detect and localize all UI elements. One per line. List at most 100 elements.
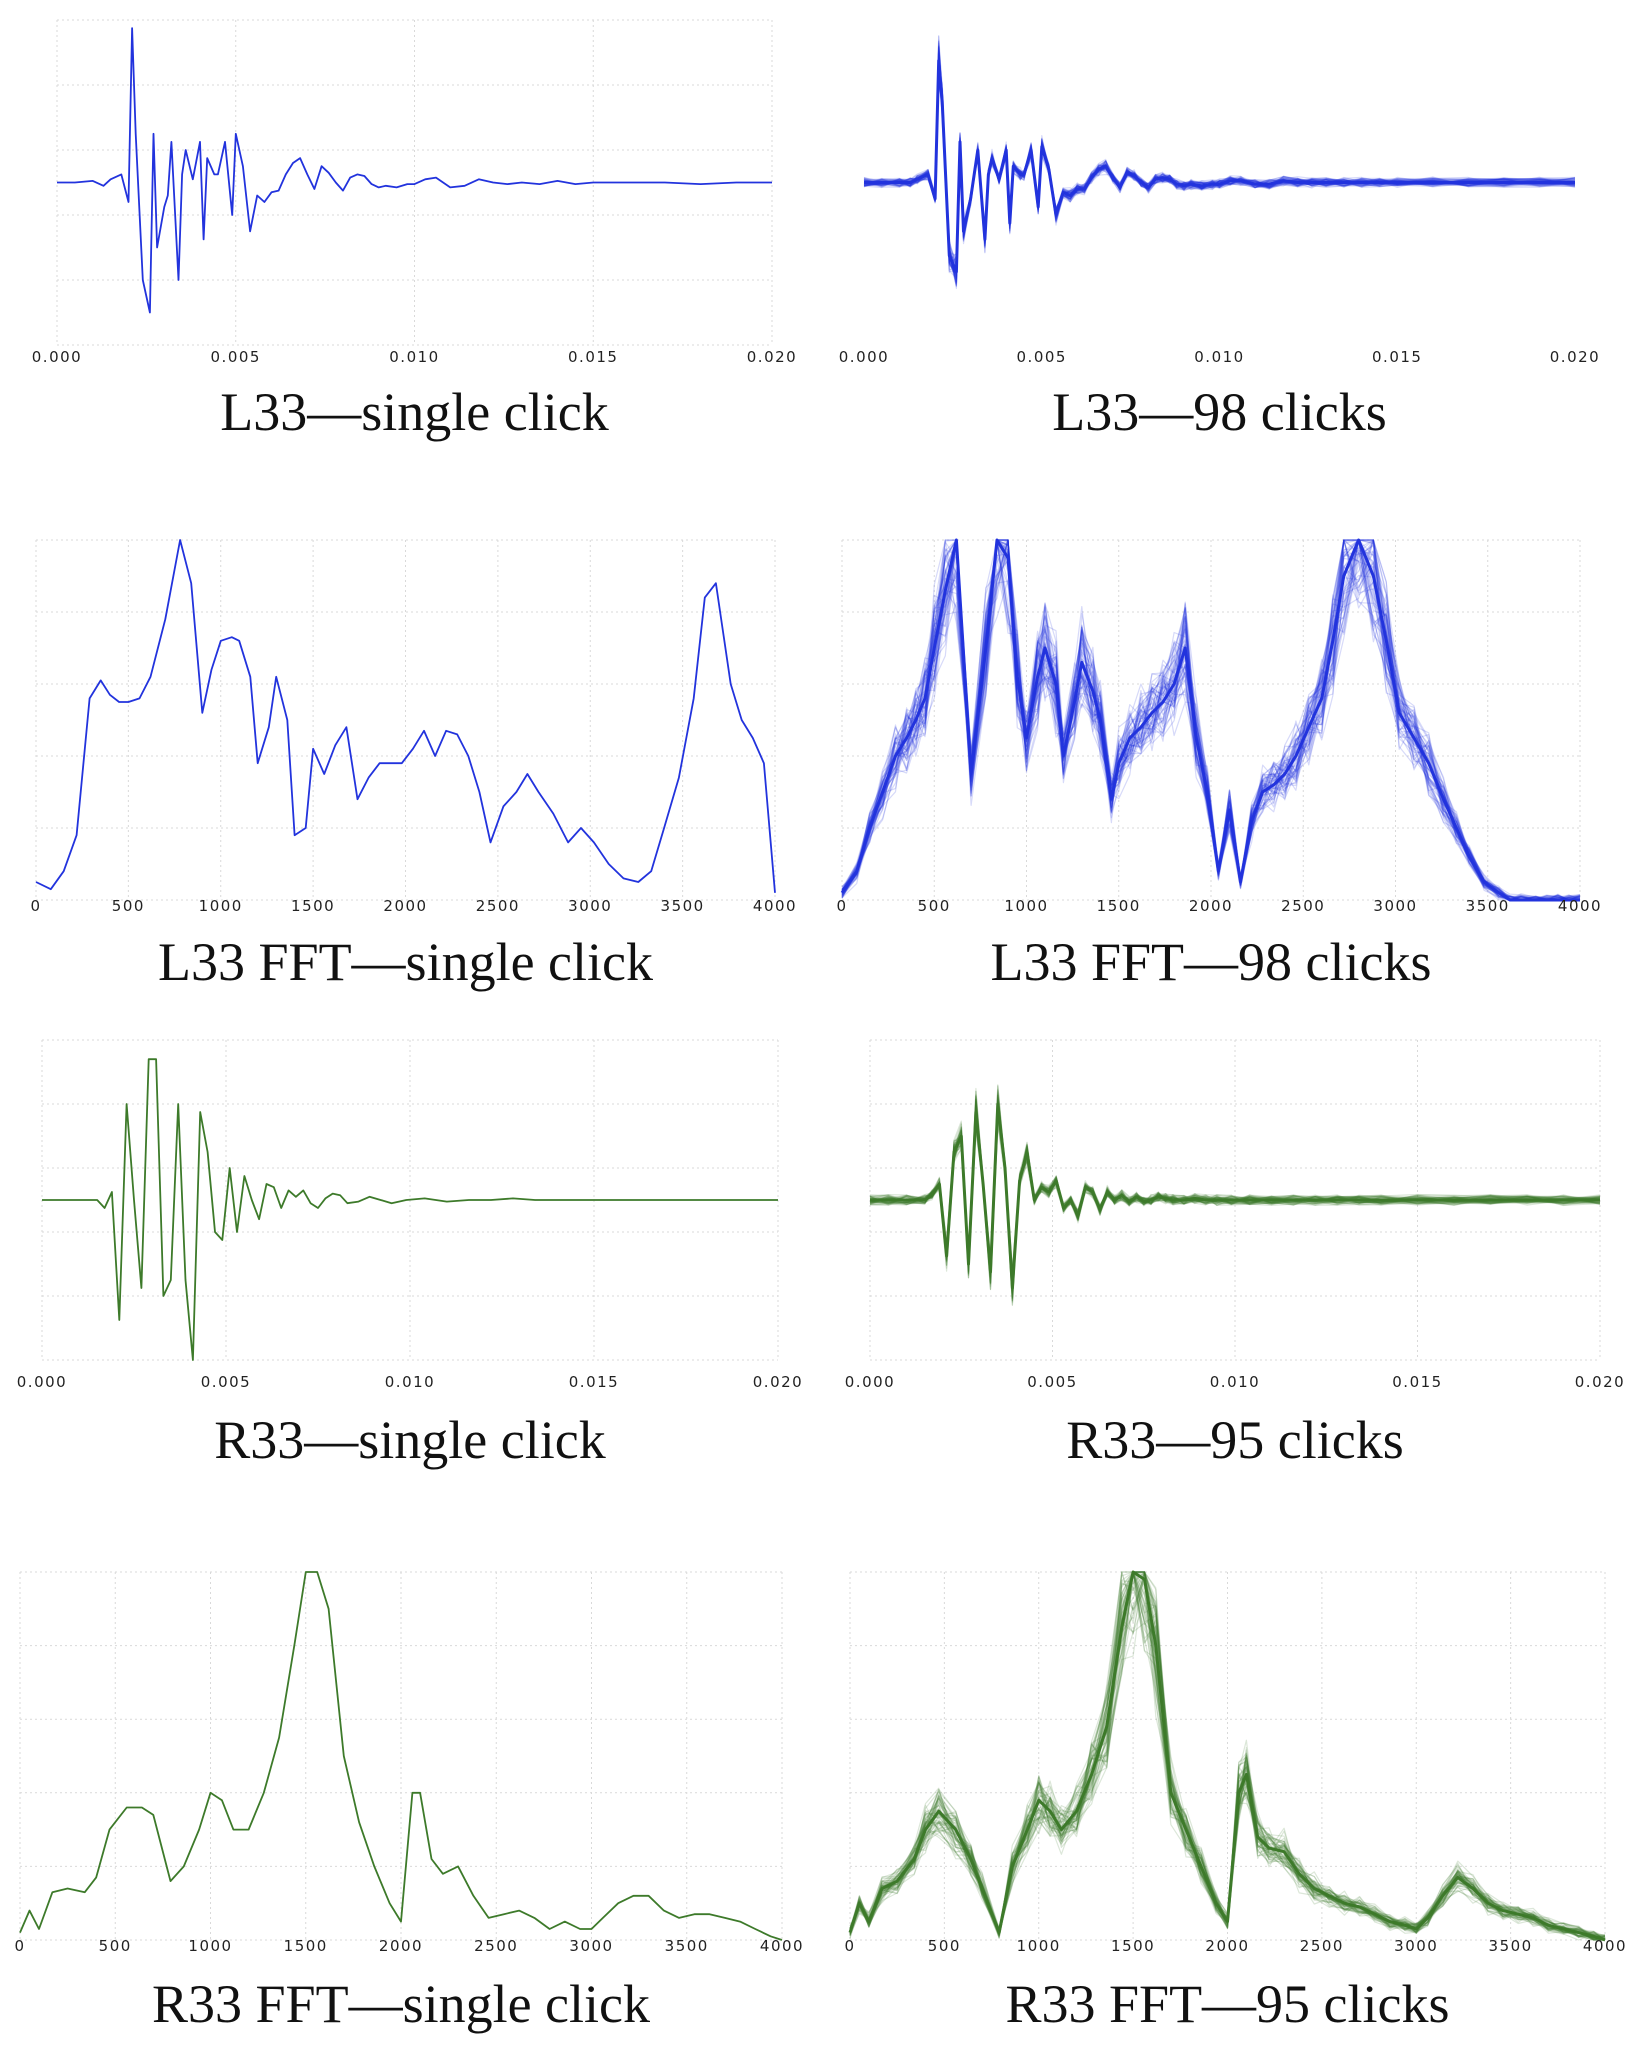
x-tick-label: 3000 [1373, 897, 1417, 915]
x-tick-label: 500 [918, 897, 951, 915]
x-tick-label: 0.020 [747, 348, 797, 366]
series-trace [863, 60, 1576, 279]
x-tick-label: 1500 [1097, 897, 1141, 915]
series-trace [849, 1571, 1606, 1939]
x-tick-label: 0 [836, 897, 847, 915]
chart-panel-1: 0.000 0.005 0.010 0.015 0.020 L33—single clic… [32, 19, 797, 442]
series-trace [863, 47, 1576, 280]
x-tick-label: 4000 [753, 897, 797, 915]
series-trace [863, 78, 1576, 259]
chart-panel-5: 0.000 0.005 0.010 0.015 0.020 R33—single clic… [17, 1039, 802, 1470]
x-tick-label: 0 [844, 1937, 855, 1955]
series-trace [863, 40, 1576, 264]
series-trace [863, 60, 1576, 259]
series-trace [863, 74, 1576, 276]
series-trace [863, 51, 1576, 274]
chart-panel-2: 0.000 0.005 0.010 0.015 0.020 L33—98 clicks [839, 35, 1600, 442]
series-trace [35, 539, 776, 893]
series-trace [863, 72, 1576, 262]
chart-panel-6: 0.000 0.005 0.010 0.015 0.020 R33—95 clicks [845, 1039, 1624, 1470]
x-tick-label: 2500 [1300, 1937, 1344, 1955]
x-tick-label: 0 [30, 897, 41, 915]
series-trace [849, 1571, 1605, 1941]
series-trace [863, 53, 1576, 287]
x-tick-label: 2000 [1189, 897, 1233, 915]
x-tick-label: 0.015 [568, 348, 618, 366]
series-trace [863, 75, 1576, 278]
series-trace [863, 67, 1576, 279]
series-mean-trace [870, 1102, 1600, 1290]
x-tick-label: 4000 [1583, 1937, 1627, 1955]
x-tick-label: 0.020 [1550, 348, 1600, 366]
x-tick-label: 1500 [284, 1937, 328, 1955]
series-trace [863, 76, 1576, 276]
x-tick-label: 4000 [1558, 897, 1602, 915]
panel-title: L33—98 clicks [1052, 382, 1386, 442]
series-trace [863, 68, 1576, 279]
x-tick-label: 3500 [665, 1937, 709, 1955]
panel-title: R33—95 clicks [1066, 1410, 1403, 1470]
series-trace [841, 539, 1581, 901]
series-trace [863, 65, 1576, 282]
x-tick-label: 0.000 [17, 1373, 67, 1391]
series-trace [863, 44, 1576, 266]
series-mean-trace [848, 1570, 1606, 1942]
series-trace [869, 1094, 1601, 1293]
series-trace [863, 73, 1576, 275]
series-trace [863, 71, 1576, 276]
x-tick-label: 1500 [1111, 1937, 1155, 1955]
x-tick-label: 0.015 [569, 1373, 619, 1391]
series-trace [863, 82, 1576, 262]
x-tick-label: 2500 [1281, 897, 1325, 915]
series-trace [841, 539, 1581, 901]
x-tick-label: 1000 [1017, 1937, 1061, 1955]
x-tick-label: 4000 [760, 1937, 804, 1955]
x-tick-label: 0.015 [1372, 348, 1422, 366]
series-trace [863, 79, 1576, 267]
series-trace [849, 1590, 1606, 1940]
chart-panel-3: 0 500 1000 1500 2000 2500 3000 3500 4000 L33 FFT—… [30, 539, 797, 992]
panel-title: R33 FFT—95 clicks [1005, 1974, 1449, 2034]
series-trace [849, 1571, 1606, 1938]
x-tick-label: 2500 [474, 1937, 518, 1955]
x-tick-label: 1000 [1004, 897, 1048, 915]
series-trace [863, 64, 1576, 286]
series-trace [863, 36, 1576, 278]
x-tick-label: 0.000 [845, 1373, 895, 1391]
series-trace [849, 1603, 1606, 1941]
x-tick-label: 0.000 [32, 348, 82, 366]
chart-panel-7: 0 500 1000 1500 2000 2500 3000 3500 4000 R33 FFT—… [14, 1571, 804, 2034]
series-trace [849, 1571, 1606, 1941]
series-trace [863, 35, 1576, 263]
x-tick-label: 0.005 [211, 348, 261, 366]
x-tick-label: 0.010 [389, 348, 439, 366]
series-trace [849, 1571, 1606, 1941]
x-tick-label: 2000 [1205, 1937, 1249, 1955]
x-tick-label: 3500 [661, 897, 705, 915]
x-tick-label: 500 [99, 1937, 132, 1955]
x-tick-label: 3000 [568, 897, 612, 915]
x-tick-label: 3500 [1466, 897, 1510, 915]
series-trace [863, 63, 1576, 263]
series-trace [849, 1571, 1606, 1938]
series-trace [863, 47, 1576, 278]
series-trace [863, 67, 1576, 283]
series-trace [849, 1571, 1606, 1940]
series-trace [863, 53, 1576, 276]
x-tick-label: 500 [112, 897, 145, 915]
series-trace [863, 46, 1576, 256]
x-tick-label: 500 [928, 1937, 961, 1955]
series-trace [42, 1058, 778, 1361]
series-mean-trace [864, 59, 1575, 274]
series-trace [863, 47, 1576, 284]
series-trace [863, 63, 1576, 283]
x-tick-label: 0.005 [1017, 348, 1067, 366]
series-trace [863, 49, 1576, 272]
series-trace [863, 43, 1576, 267]
x-tick-label: 0.005 [1027, 1373, 1077, 1391]
series-trace [863, 50, 1576, 272]
series-trace [849, 1579, 1606, 1941]
series-trace [863, 45, 1576, 267]
panel-title: R33—single click [214, 1410, 605, 1470]
